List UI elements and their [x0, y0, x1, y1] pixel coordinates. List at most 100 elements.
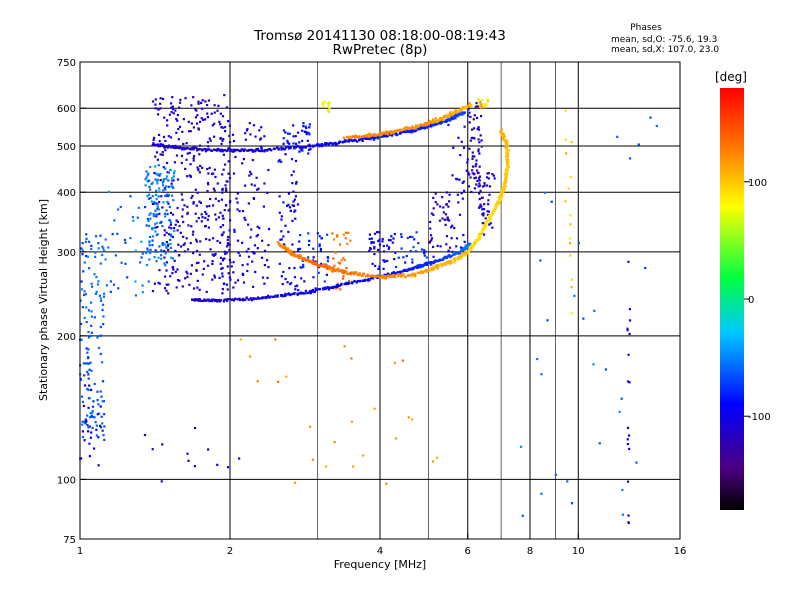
data-point	[398, 271, 401, 274]
data-point	[477, 148, 480, 151]
data-point	[464, 245, 467, 248]
data-point	[222, 137, 225, 141]
data-point	[280, 148, 283, 151]
data-point	[183, 147, 186, 150]
data-point	[455, 245, 458, 248]
data-point	[293, 255, 296, 258]
data-point	[345, 270, 348, 274]
data-point	[208, 148, 211, 151]
data-point	[181, 285, 184, 288]
data-point	[431, 123, 434, 126]
data-point	[349, 239, 352, 242]
data-point	[87, 373, 90, 376]
data-point	[172, 175, 175, 178]
data-point	[330, 267, 333, 270]
data-point	[213, 189, 216, 192]
data-point	[232, 299, 236, 302]
data-point	[203, 147, 206, 151]
data-point	[259, 297, 262, 300]
data-point	[192, 154, 196, 158]
data-point	[345, 266, 348, 270]
data-point	[349, 135, 352, 138]
data-point	[482, 207, 486, 211]
data-point	[412, 246, 415, 249]
data-point	[250, 149, 253, 152]
data-point	[256, 233, 260, 237]
data-point	[481, 231, 484, 234]
data-point	[364, 275, 367, 278]
data-point	[263, 282, 266, 285]
data-point	[281, 283, 284, 286]
data-point	[95, 428, 98, 431]
data-point	[300, 277, 303, 280]
data-point	[256, 188, 259, 191]
data-point	[461, 113, 464, 116]
data-point	[109, 280, 112, 283]
data-point	[194, 298, 197, 301]
data-point	[228, 229, 231, 232]
data-point	[228, 176, 232, 180]
data-point	[540, 492, 543, 495]
data-point	[285, 146, 288, 149]
phase-stats-x: mean, sd,X: 107.0, 23.0	[611, 45, 719, 55]
data-point	[192, 148, 195, 151]
data-point	[220, 267, 223, 271]
data-point	[289, 209, 292, 213]
data-point	[446, 115, 449, 118]
data-point	[432, 121, 435, 124]
data-point	[309, 289, 312, 293]
data-point	[469, 242, 472, 245]
data-point	[226, 288, 229, 291]
data-point	[294, 142, 298, 145]
data-point	[380, 134, 384, 138]
data-point	[260, 126, 263, 129]
data-point	[323, 266, 326, 269]
data-point	[300, 266, 303, 269]
data-point	[325, 266, 328, 269]
data-point	[132, 219, 135, 222]
data-point	[182, 142, 185, 146]
data-point	[473, 114, 476, 117]
data-point	[207, 172, 210, 175]
data-point	[409, 249, 412, 253]
data-point	[192, 201, 195, 204]
data-point	[337, 141, 341, 145]
data-point	[469, 115, 472, 119]
data-point	[205, 299, 208, 302]
data-point	[448, 246, 452, 249]
data-point	[212, 237, 215, 240]
data-point	[247, 298, 250, 301]
data-point	[192, 145, 195, 148]
data-point	[83, 384, 87, 387]
data-point	[475, 162, 478, 166]
data-point	[479, 101, 482, 104]
data-point	[468, 173, 471, 176]
data-point	[404, 276, 407, 279]
data-point	[166, 171, 169, 174]
data-point	[317, 271, 320, 274]
data-point	[422, 124, 425, 127]
data-point	[165, 240, 168, 244]
data-point	[368, 274, 371, 277]
data-point	[154, 230, 157, 233]
data-point	[213, 274, 216, 277]
y-tick-label: 100	[57, 475, 76, 486]
data-point	[318, 264, 321, 268]
data-point	[355, 281, 358, 284]
data-point	[158, 140, 161, 143]
data-point	[626, 480, 630, 483]
data-point	[564, 200, 567, 203]
data-point	[173, 229, 176, 233]
data-point	[278, 262, 281, 265]
data-point	[367, 277, 370, 281]
data-point	[422, 270, 425, 273]
data-point	[357, 136, 361, 139]
data-point	[328, 107, 331, 110]
data-point	[411, 235, 414, 239]
data-point	[477, 236, 480, 239]
data-point	[483, 184, 486, 187]
data-point	[101, 380, 105, 383]
data-point	[177, 138, 180, 141]
data-point	[159, 178, 162, 182]
